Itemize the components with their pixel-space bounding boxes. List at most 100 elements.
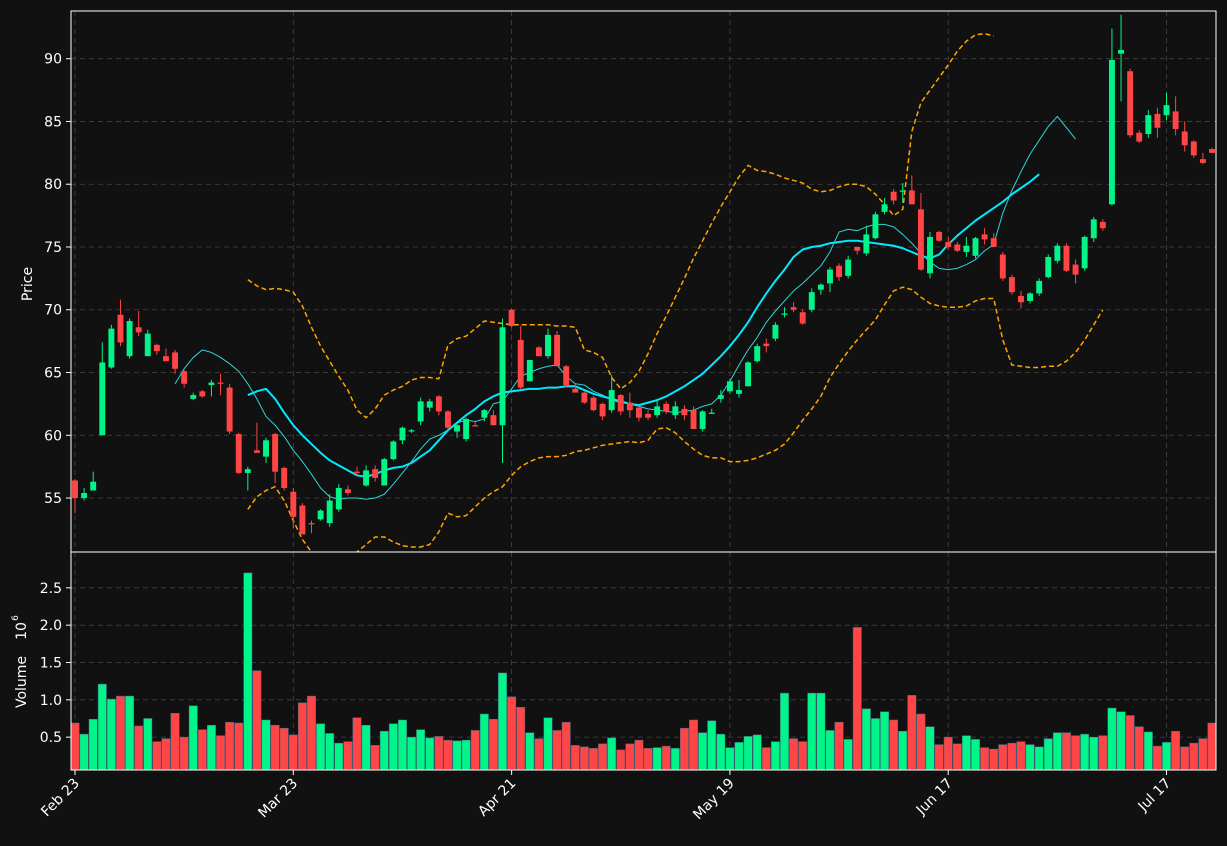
volume-bar <box>79 733 89 771</box>
volume-bar <box>243 572 253 771</box>
candle-body <box>672 406 679 416</box>
candle-body <box>135 327 142 333</box>
candle-body <box>508 309 515 327</box>
volume-bar <box>570 745 580 771</box>
candle-body <box>526 359 533 382</box>
candle-body <box>936 231 943 241</box>
candle-body <box>417 401 424 422</box>
candle-body <box>699 411 706 429</box>
candle-body <box>1099 221 1106 229</box>
candle-body <box>408 430 415 432</box>
candle-body <box>517 339 524 388</box>
candle-body <box>599 403 606 417</box>
candle-body <box>972 238 979 256</box>
volume-bar <box>297 702 307 771</box>
candle-body <box>1154 113 1161 128</box>
price-y-tick-label: 65 <box>44 366 62 382</box>
candle-body <box>344 489 351 494</box>
volume-bar <box>770 741 780 771</box>
price-y-tick-label: 90 <box>44 52 62 68</box>
volume-bar <box>125 695 135 771</box>
candle-body <box>1063 245 1070 271</box>
volume-bar <box>1071 735 1080 771</box>
candle-body <box>990 238 997 247</box>
candle-body <box>1090 219 1097 239</box>
price-y-tick-label: 60 <box>44 428 62 444</box>
candle-body <box>108 328 115 368</box>
volume-bar <box>470 730 480 771</box>
volume-bar <box>543 717 553 771</box>
candle-body <box>799 312 806 324</box>
candle-body <box>372 469 379 478</box>
volume-bar <box>225 721 235 771</box>
volume-bar <box>1043 738 1053 771</box>
candle-body <box>263 440 269 457</box>
volume-bar <box>943 736 953 771</box>
candle-body <box>172 352 179 369</box>
volume-bar <box>952 743 962 771</box>
candle-body <box>253 450 260 453</box>
candle-body <box>99 362 106 436</box>
volume-bar <box>388 723 398 771</box>
volume-bar <box>871 718 880 771</box>
volume-bar <box>916 713 926 771</box>
volume-y-tick-label: 2.5 <box>40 581 62 597</box>
volume-bar <box>598 743 608 771</box>
candle-body <box>1108 59 1115 205</box>
price-y-tick-label: 70 <box>44 303 62 319</box>
volume-bar <box>525 732 535 771</box>
candle-body <box>399 427 406 441</box>
volume-bar <box>1189 742 1199 771</box>
candle-body <box>981 234 988 240</box>
volume-exponent-base: 10 <box>14 622 30 640</box>
volume-bar <box>143 718 153 771</box>
volume-bar <box>152 741 162 771</box>
volume-bar <box>507 696 517 771</box>
volume-bar <box>179 736 189 771</box>
candle-body <box>1209 149 1215 153</box>
moving-averages <box>174 115 1076 500</box>
volume-bar <box>825 730 835 771</box>
candle-body <box>999 254 1006 279</box>
volume-bar <box>352 717 362 771</box>
candle-body <box>708 412 715 414</box>
volume-axis-label: Volume <box>14 656 30 708</box>
candle-body <box>635 407 642 418</box>
candle-body <box>444 411 451 428</box>
volume-bar <box>88 718 98 771</box>
volume-bar <box>607 737 617 771</box>
volume-bar <box>106 698 116 771</box>
volume-bar <box>370 745 380 771</box>
volume-bar <box>798 741 808 771</box>
candle-body <box>927 236 933 274</box>
candle-body <box>1136 132 1143 142</box>
candle-body <box>208 382 215 386</box>
volume-bar <box>1152 745 1162 771</box>
volume-bar <box>716 733 726 771</box>
volume-bar <box>1025 744 1035 771</box>
bollinger-lower-line <box>247 286 1104 552</box>
volume-bar <box>197 729 207 771</box>
volume-bar <box>416 729 426 771</box>
candle-body <box>554 334 561 367</box>
candle-body <box>499 327 506 426</box>
volume-bar <box>689 719 698 771</box>
candle-body <box>717 395 724 399</box>
volume-bar <box>579 746 589 771</box>
volume-bar <box>379 730 389 771</box>
candle-body <box>763 343 770 347</box>
panel-frames <box>70 10 1217 771</box>
candle-body <box>572 388 579 393</box>
volume-bar <box>334 742 344 771</box>
volume-bar <box>361 724 371 771</box>
volume-bar <box>161 738 171 771</box>
volume-bar <box>1171 730 1181 771</box>
volume-bar <box>234 722 244 771</box>
candle-body <box>681 408 688 416</box>
volume-bar <box>1162 742 1171 771</box>
candle-body <box>754 346 761 362</box>
volume-bar <box>761 747 771 771</box>
candle-body <box>126 321 133 357</box>
candle-body <box>608 390 615 411</box>
volume-bar <box>707 720 717 771</box>
